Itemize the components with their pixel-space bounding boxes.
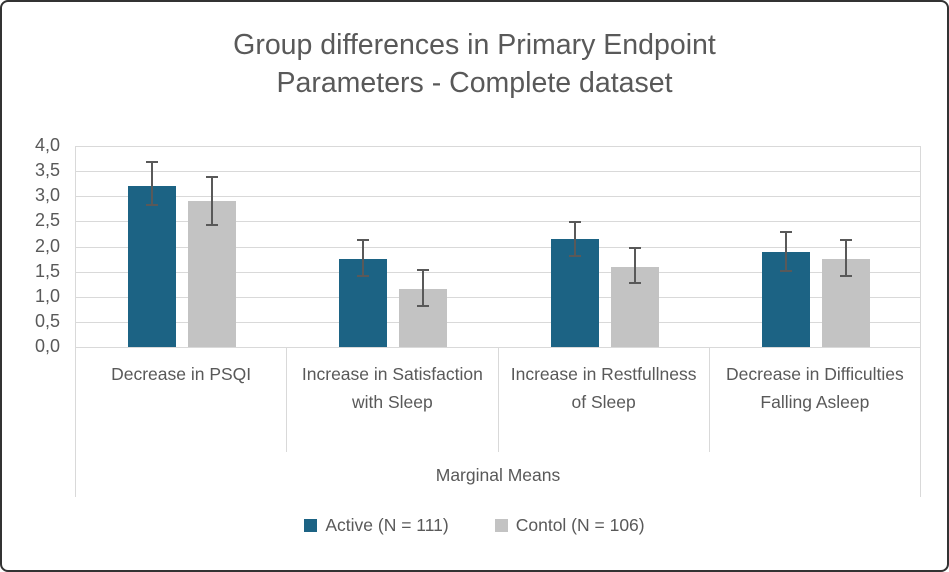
y-axis-tick-label: 4,0 <box>34 135 60 155</box>
gridline <box>76 296 920 298</box>
legend: Active (N = 111) Contol (N = 106) <box>2 515 947 536</box>
error-bar-part <box>145 204 158 207</box>
error-bar <box>568 221 581 257</box>
error-bar-part <box>780 269 793 272</box>
legend-swatch-icon <box>494 519 508 532</box>
error-bar-part <box>840 238 853 241</box>
error-bar <box>628 246 641 285</box>
chart-title-text: Group differences in Primary Endpoint Pa… <box>233 29 716 99</box>
legend-label: Contol (N = 106) <box>515 515 645 535</box>
error-bar <box>205 176 218 227</box>
error-bar-part <box>840 274 853 277</box>
y-axis-tick-label: 0,5 <box>34 310 60 331</box>
bar-active <box>127 186 176 347</box>
error-bar-part <box>422 269 425 307</box>
y-axis-tick-label: 1,5 <box>34 260 60 281</box>
y-axis-tick-label: 0,0 <box>34 336 60 356</box>
error-bar <box>145 161 158 207</box>
gridline <box>76 196 920 198</box>
error-bar-part <box>205 224 218 227</box>
category-label-row: Decrease in PSQI Increase in Satisfaction… <box>76 348 920 452</box>
y-axis-tick-label: 3,5 <box>34 160 60 181</box>
error-bar-part <box>145 161 158 164</box>
category-label: Increase in Restfullness of Sleep <box>499 348 710 452</box>
error-bar-part <box>417 304 430 307</box>
gridline <box>76 146 920 147</box>
error-bar-part <box>628 246 641 249</box>
error-bar-part <box>845 238 848 277</box>
x-axis-title-row: Marginal Means <box>76 452 920 498</box>
category-label: Decrease in Difficulties Falling Asleep <box>726 364 904 412</box>
plot-area <box>75 146 921 347</box>
bar-active <box>550 238 599 347</box>
gridline <box>76 321 920 323</box>
gridline <box>76 271 920 273</box>
error-bar-part <box>785 231 788 272</box>
category-label: Decrease in PSQI <box>76 348 288 452</box>
legend-swatch-icon <box>304 519 318 532</box>
error-bar-part <box>417 269 430 272</box>
error-bar-part <box>150 161 153 207</box>
error-bar-part <box>357 274 370 277</box>
error-bar-part <box>210 176 213 227</box>
error-bar <box>840 238 853 277</box>
y-axis-tick-label: 2,5 <box>34 210 60 231</box>
category-label: Increase in Satisfaction with Sleep <box>287 348 499 452</box>
error-bar-part <box>568 221 581 224</box>
legend-label: Active (N = 111) <box>325 515 449 535</box>
legend-item-active: Active (N = 111) <box>304 515 449 536</box>
legend-item-control: Contol (N = 106) <box>494 515 645 536</box>
error-bar-part <box>362 238 365 277</box>
error-bar <box>417 269 430 307</box>
y-axis-tick-label: 1,0 <box>34 285 60 306</box>
error-bar-part <box>573 221 576 257</box>
error-bar-part <box>357 238 370 241</box>
error-bar-part <box>628 282 641 285</box>
x-axis-title: Marginal Means <box>435 464 561 485</box>
gridline <box>76 221 920 223</box>
gridline <box>76 171 920 173</box>
error-bar-part <box>568 254 581 257</box>
error-bar <box>780 231 793 272</box>
chart-title: Group differences in Primary Endpoint Pa… <box>2 26 947 102</box>
error-bar-part <box>633 246 636 285</box>
y-axis-tick-label: 3,0 <box>34 185 60 206</box>
error-bar-part <box>780 231 793 234</box>
y-axis-tick-label: 2,0 <box>34 235 60 256</box>
x-axis-table: Decrease in PSQI Increase in Satisfaction… <box>75 347 921 497</box>
gridline <box>76 246 920 248</box>
error-bar-part <box>205 176 218 179</box>
error-bar <box>357 238 370 277</box>
